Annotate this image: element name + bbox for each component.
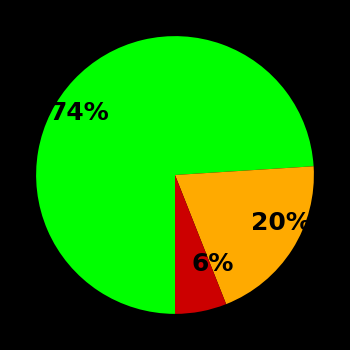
Text: 74%: 74% [49,101,109,125]
Text: 6%: 6% [192,252,234,276]
Wedge shape [175,175,226,314]
Text: 20%: 20% [251,211,311,235]
Wedge shape [175,166,314,304]
Wedge shape [36,36,314,314]
